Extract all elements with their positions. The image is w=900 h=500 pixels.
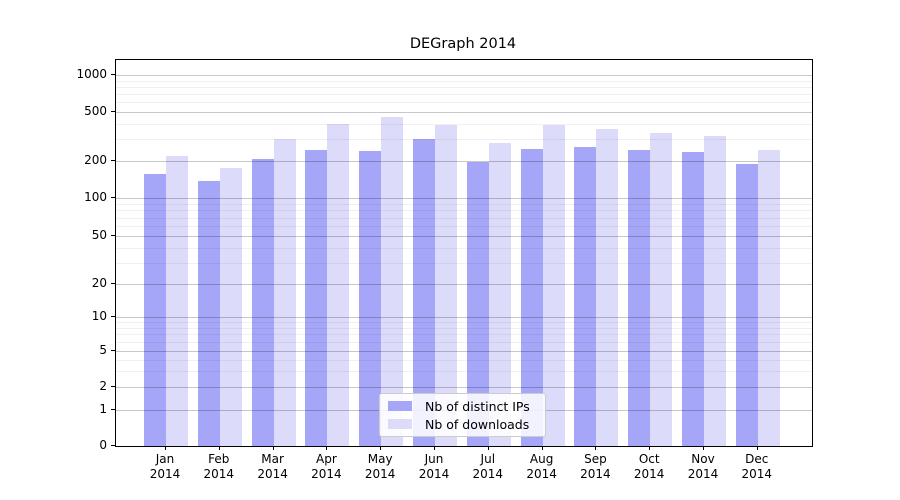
bar-sep-downloads	[596, 128, 619, 446]
bar-may-downloads	[381, 117, 404, 446]
bar-jul-downloads	[488, 143, 511, 446]
x-tick-label-jul: Jul 2014	[472, 452, 504, 481]
legend-label: Nb of downloads	[425, 416, 530, 432]
bar-apr-distinct-ips	[305, 150, 328, 446]
x-tick-label-nov: Nov 2014	[687, 452, 719, 481]
y-tick-mark	[111, 283, 115, 284]
y-tick-mark	[111, 316, 115, 317]
bar-jan-downloads	[166, 156, 188, 446]
bar-oct-downloads	[650, 133, 673, 446]
y-tick-mark	[111, 197, 115, 198]
x-tick-mark	[326, 446, 328, 450]
x-tick-label-jan: Jan 2014	[149, 452, 181, 481]
x-tick-label-sep: Sep 2014	[580, 452, 611, 481]
legend: Nb of distinct IPs Nb of downloads	[379, 393, 546, 437]
x-tick-label-jun: Jun 2014	[418, 452, 450, 481]
x-tick-mark	[649, 446, 651, 450]
y-tick-mark	[111, 386, 115, 387]
x-tick-label-feb: Feb 2014	[203, 452, 235, 481]
x-tick-mark	[380, 446, 382, 450]
bar-nov-downloads	[704, 136, 726, 446]
legend-swatch-downloads	[388, 419, 412, 429]
x-tick-label-may: May 2014	[364, 452, 396, 481]
bar-jul-distinct-ips	[466, 162, 489, 446]
x-tick-mark	[272, 446, 274, 450]
y-tick-label: 100	[84, 190, 107, 204]
legend-label: Nb of distinct IPs	[425, 398, 530, 414]
y-tick-label: 20	[91, 276, 107, 290]
y-tick-label: 1000	[76, 67, 107, 81]
chart-title: DEGraph 2014	[409, 36, 517, 52]
bar-jun-downloads	[435, 125, 457, 446]
x-tick-mark	[703, 446, 704, 450]
bar-apr-downloads	[327, 123, 350, 446]
y-tick-label: 10	[91, 309, 107, 323]
x-tick-mark	[218, 446, 220, 450]
x-tick-mark	[756, 446, 758, 450]
legend-item: Nb of downloads	[388, 417, 537, 432]
x-tick-label-mar: Mar 2014	[257, 452, 288, 481]
y-tick-label: 50	[91, 228, 107, 242]
x-tick-label-dec: Dec 2014	[741, 452, 773, 481]
bar-aug-distinct-ips	[520, 149, 543, 446]
y-tick-mark	[111, 111, 115, 112]
x-tick-label-apr: Apr 2014	[311, 452, 342, 481]
bar-dec-distinct-ips	[735, 164, 758, 446]
bar-oct-distinct-ips	[628, 150, 651, 446]
x-tick-label-aug: Aug 2014	[526, 452, 557, 481]
y-tick-label: 500	[84, 104, 107, 118]
x-tick-mark	[541, 446, 543, 450]
x-tick-mark	[487, 446, 489, 450]
y-tick-label: 2	[99, 379, 107, 393]
bar-nov-distinct-ips	[682, 152, 704, 446]
bar-mar-downloads	[273, 139, 296, 446]
legend-item: Nb of distinct IPs	[388, 399, 537, 414]
bar-sep-distinct-ips	[574, 147, 597, 446]
plot-area	[115, 59, 813, 447]
bar-feb-distinct-ips	[197, 181, 220, 446]
bar-may-distinct-ips	[359, 151, 382, 446]
bar-feb-downloads	[219, 168, 242, 446]
x-tick-mark	[165, 446, 166, 450]
bar-jan-distinct-ips	[144, 173, 166, 446]
y-tick-mark	[111, 235, 115, 236]
y-tick-label: 1	[99, 402, 107, 416]
y-tick-label: 200	[84, 153, 107, 167]
x-tick-label-oct: Oct 2014	[633, 452, 665, 481]
x-tick-mark	[434, 446, 435, 450]
y-tick-mark	[111, 445, 115, 446]
bar-aug-downloads	[542, 125, 565, 446]
bar-mar-distinct-ips	[251, 159, 274, 446]
y-tick-label: 0	[99, 438, 107, 452]
y-tick-mark	[111, 350, 115, 351]
x-tick-mark	[595, 446, 597, 450]
y-tick-mark	[111, 409, 115, 410]
legend-swatch-distinct-ips	[388, 401, 412, 411]
y-tick-mark	[111, 74, 115, 75]
y-tick-mark	[111, 160, 115, 161]
bars-layer	[116, 60, 812, 446]
bar-jun-distinct-ips	[413, 139, 435, 446]
y-tick-label: 5	[99, 343, 107, 357]
bar-dec-downloads	[757, 150, 780, 446]
